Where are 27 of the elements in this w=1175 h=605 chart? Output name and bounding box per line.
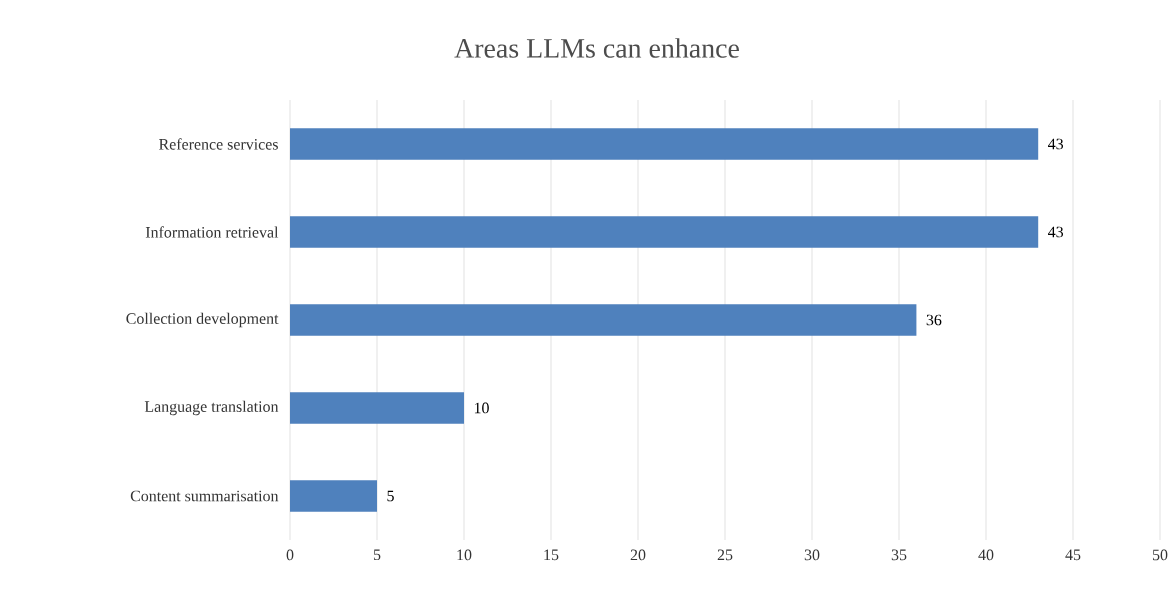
x-tick-label: 15 bbox=[544, 549, 559, 561]
data-label: 5 bbox=[387, 490, 394, 502]
chart-title: Areas LLMs can enhance bbox=[454, 38, 739, 58]
data-label: 10 bbox=[474, 402, 489, 414]
x-tick-label: 35 bbox=[891, 549, 907, 561]
data-label: 43 bbox=[1048, 226, 1064, 238]
y-tick-label: Collection development bbox=[126, 312, 279, 328]
bar bbox=[290, 128, 1039, 160]
bar bbox=[290, 216, 1039, 248]
bar bbox=[290, 480, 378, 512]
x-tick-label: 5 bbox=[373, 549, 381, 561]
y-tick-label: Language translation bbox=[144, 400, 279, 416]
x-tick-label: 30 bbox=[804, 549, 820, 561]
data-label: 43 bbox=[1048, 138, 1064, 150]
x-tick-label: 25 bbox=[717, 549, 733, 561]
x-tick-label: 45 bbox=[1065, 549, 1081, 561]
x-tick-label: 50 bbox=[1152, 549, 1168, 561]
y-tick-label: Reference services bbox=[159, 138, 278, 150]
x-tick-label: 20 bbox=[630, 549, 646, 561]
data-label: 36 bbox=[926, 314, 942, 326]
x-tick-label: 0 bbox=[286, 549, 294, 561]
x-tick-label: 40 bbox=[978, 549, 994, 561]
bar bbox=[290, 304, 917, 336]
y-tick-label: Information retrieval bbox=[145, 226, 279, 238]
bar bbox=[290, 392, 465, 424]
y-tick-label: Content summarisation bbox=[130, 490, 279, 502]
x-tick-label: 10 bbox=[457, 549, 472, 561]
